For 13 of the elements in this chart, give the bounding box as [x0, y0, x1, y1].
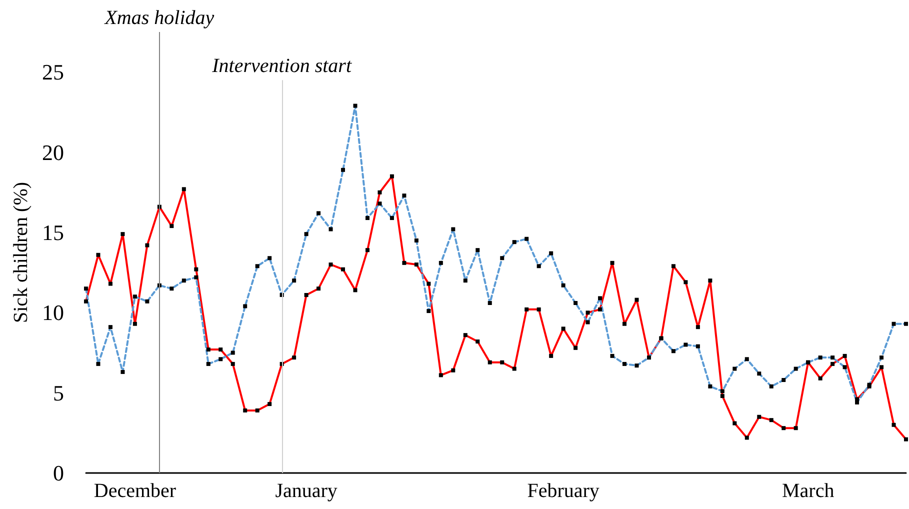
x-tick-label: February: [527, 480, 600, 502]
x-tick-label: March: [782, 480, 834, 502]
y-tick-label: 10: [42, 300, 64, 326]
y-tick-label: 20: [42, 140, 64, 165]
x-tick-label: December: [94, 480, 176, 502]
y-tick-label: 25: [42, 60, 64, 85]
annotation: Intervention start: [211, 55, 352, 78]
x-tick-label: January: [275, 480, 338, 502]
y-tick-label: 5: [53, 380, 64, 406]
y-axis-title: Sick children (%): [10, 182, 32, 324]
y-tick-label: 15: [42, 220, 64, 245]
y-tick-label: 0: [53, 460, 64, 486]
text: Xmas holiday: [104, 7, 214, 29]
